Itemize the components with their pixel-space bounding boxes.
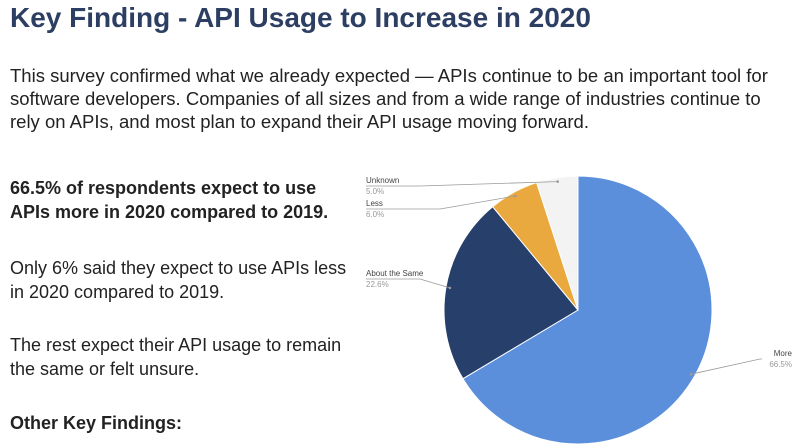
leader-dot: [689, 372, 693, 376]
slice-value-label: 66.5%: [769, 360, 792, 369]
leader-dot: [556, 180, 559, 183]
leader-dot: [448, 286, 452, 290]
slice-label: More: [774, 349, 793, 358]
page-title: Key Finding - API Usage to Increase in 2…: [10, 2, 591, 33]
slice-value-label: 22.6%: [366, 280, 389, 289]
leader-dot: [514, 194, 517, 198]
pie-slice-about-the-same: [443, 205, 579, 380]
finding-more: 66.5% of respondents expect to use APIs …: [10, 178, 329, 222]
slice-value-label: 5.0%: [366, 187, 384, 196]
intro-paragraph: This survey confirmed what we already ex…: [10, 65, 768, 132]
leader-line: [366, 195, 516, 210]
finding-rest: The rest expect their API usage to remai…: [10, 335, 342, 379]
leader-line: [366, 278, 451, 289]
finding-less: Only 6% said they expect to use APIs les…: [10, 258, 347, 302]
slice-value-label: 6.0%: [366, 210, 384, 219]
other-findings-heading: Other Key Findings:: [10, 413, 183, 433]
leader-line: [366, 181, 558, 187]
slice-label: About the Same: [366, 269, 424, 278]
leader-line: [691, 358, 762, 375]
pie-slice-more: [462, 175, 713, 445]
slice-label: Unknown: [366, 176, 399, 185]
slice-label: Less: [366, 199, 383, 208]
